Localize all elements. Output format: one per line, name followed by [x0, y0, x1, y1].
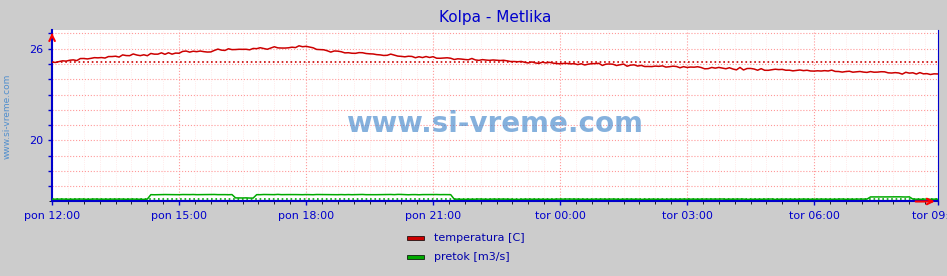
- Text: temperatura [C]: temperatura [C]: [434, 233, 525, 243]
- Text: www.si-vreme.com: www.si-vreme.com: [3, 73, 12, 159]
- Text: pretok [m3/s]: pretok [m3/s]: [434, 253, 509, 262]
- Title: Kolpa - Metlika: Kolpa - Metlika: [438, 10, 551, 25]
- Text: www.si-vreme.com: www.si-vreme.com: [347, 110, 643, 139]
